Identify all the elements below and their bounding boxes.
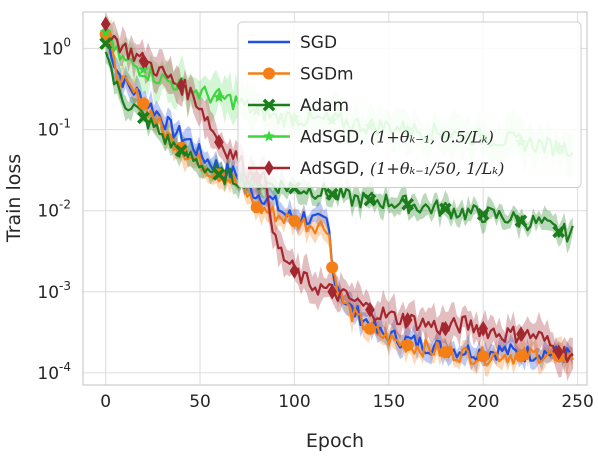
marker-x	[212, 168, 226, 181]
plot-frame	[82, 11, 588, 386]
marker-circle	[250, 201, 263, 214]
legend-label: SGD	[300, 33, 337, 53]
marker-x-stroke	[99, 37, 113, 50]
marker-x-stroke	[552, 225, 566, 239]
legend-label: Adam	[300, 96, 349, 116]
y-tick-label: 10-1	[37, 117, 71, 141]
marker-x	[137, 111, 150, 125]
legend-label: AdSGD, (1+θₖ₋₁/50, 1/Lₖ)	[300, 159, 504, 179]
marker-x-stroke	[363, 193, 377, 207]
marker-x	[476, 208, 490, 221]
series-band	[105, 12, 573, 382]
marker-circle	[439, 346, 452, 359]
marker-x	[325, 187, 339, 201]
marker-diamond	[365, 301, 375, 318]
marker-star	[213, 91, 225, 103]
x-tick-label: 250	[561, 392, 593, 412]
marker-x-stroke	[212, 168, 226, 181]
marker-circle	[401, 339, 414, 352]
legend: SGD SGDm Adam AdSGD, (1+θₖ₋₁, 0.5/Lₖ) AdSGD,…	[237, 21, 582, 188]
series-band	[105, 41, 573, 254]
legend-label: AdSGD, (1+θₖ₋₁, 0.5/Lₖ)	[300, 128, 494, 148]
y-tick-label: 100	[42, 35, 71, 59]
legend-label: SGDm	[300, 65, 354, 85]
marker-x-stroke	[137, 111, 150, 125]
x-tick-label: 100	[278, 392, 310, 412]
marker-x	[99, 37, 113, 50]
marker-x	[174, 144, 188, 158]
marker-x	[262, 98, 276, 112]
marker-diamond	[516, 326, 526, 342]
marker-x	[439, 202, 452, 216]
marker-circle	[477, 350, 490, 363]
marker-circle	[326, 261, 339, 274]
x-axis-label: Epoch	[306, 430, 364, 452]
y-tick-label: 10-3	[37, 279, 71, 303]
marker-diamond	[553, 344, 564, 360]
marker-x	[552, 225, 566, 239]
marker-diamond	[289, 263, 300, 279]
y-tick-label: 10-4	[37, 360, 71, 384]
marker-diamond	[176, 77, 186, 94]
marker-star	[263, 130, 275, 142]
x-tick-label: 0	[100, 392, 111, 412]
y-axis-label: Train loss	[3, 154, 25, 243]
marker-x	[514, 214, 528, 228]
legend-box	[237, 21, 582, 188]
marker-diamond	[100, 16, 111, 32]
y-tick-label: 10-2	[37, 198, 71, 222]
marker-circle	[288, 214, 301, 227]
marker-diamond	[478, 320, 488, 337]
marker-x-stroke	[325, 187, 339, 201]
x-tick-label: 50	[189, 392, 211, 412]
marker-diamond	[264, 160, 274, 176]
x-tick-label: 150	[373, 392, 405, 412]
marker-x	[363, 193, 377, 207]
x-tick-labels: 0 50 100 150 200 250	[100, 392, 594, 412]
marker-x-stroke	[262, 98, 276, 112]
x-tick-label: 200	[467, 392, 499, 412]
marker-circle	[263, 67, 275, 80]
marker-diamond	[402, 312, 413, 328]
series-line	[104, 31, 574, 363]
marker-circle	[137, 97, 150, 110]
marker-circle	[175, 141, 188, 154]
marker-circle	[363, 322, 376, 335]
marker-x	[401, 197, 415, 211]
marker-star	[137, 63, 150, 75]
marker-x-stroke	[476, 208, 490, 221]
marker-circle	[514, 350, 527, 363]
marker-x-stroke	[401, 197, 415, 211]
y-tick-labels: 100 10-1 10-2 10-3 10-4	[37, 35, 71, 383]
marker-x-stroke	[174, 144, 188, 158]
marker-diamond	[138, 53, 149, 69]
marker-x-stroke	[439, 202, 452, 216]
marker-diamond	[440, 320, 451, 337]
marker-x-stroke	[514, 214, 528, 228]
marker-diamond	[327, 283, 337, 300]
marker-diamond	[214, 134, 224, 150]
